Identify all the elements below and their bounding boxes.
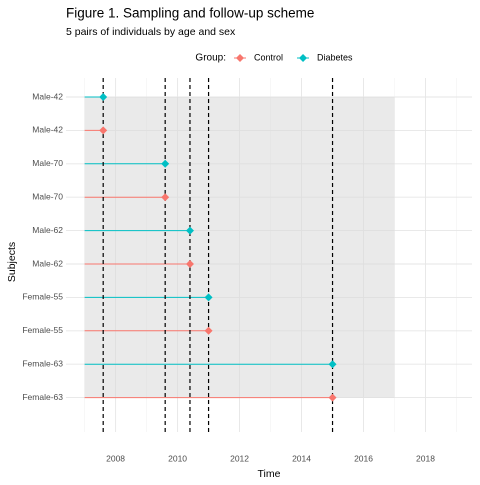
y-tick-label: Male-70	[32, 158, 63, 168]
y-tick-label: Male-70	[32, 191, 63, 201]
point	[161, 159, 170, 168]
legend-label: Diabetes	[317, 52, 353, 62]
x-tick-label: 2018	[416, 453, 435, 463]
x-tick-label: 2010	[168, 453, 187, 463]
y-tick-label: Female-55	[22, 292, 63, 302]
x-tick-label: 2008	[106, 453, 125, 463]
shaded-region	[84, 97, 395, 398]
chart-title: Figure 1. Sampling and follow-up scheme	[66, 6, 314, 21]
y-tick-label: Male-62	[32, 258, 63, 268]
point	[99, 93, 108, 101]
y-tick-label: Female-55	[22, 325, 63, 335]
y-axis-label: Subjects	[6, 242, 18, 282]
point	[99, 126, 108, 135]
point	[328, 393, 337, 402]
y-tick-label: Male-42	[32, 91, 63, 101]
point	[204, 326, 213, 335]
x-tick-label: 2016	[354, 453, 373, 463]
point	[204, 293, 213, 302]
legend-swatch	[236, 54, 244, 62]
point	[185, 226, 194, 235]
y-tick-label: Male-42	[32, 125, 63, 135]
x-tick-label: 2012	[230, 453, 249, 463]
x-axis-label: Time	[258, 468, 281, 480]
legend-swatch	[299, 54, 308, 62]
y-tick-label: Female-63	[22, 392, 63, 402]
legend-title: Group:	[195, 53, 226, 64]
y-tick-label: Male-62	[32, 225, 63, 235]
point	[328, 360, 337, 369]
chart-subtitle: 5 pairs of individuals by age and sex	[66, 26, 236, 38]
y-tick-label: Female-63	[22, 358, 63, 368]
x-tick-label: 2014	[292, 453, 311, 463]
point	[185, 260, 194, 268]
point	[161, 193, 170, 202]
legend-label: Control	[254, 52, 283, 62]
